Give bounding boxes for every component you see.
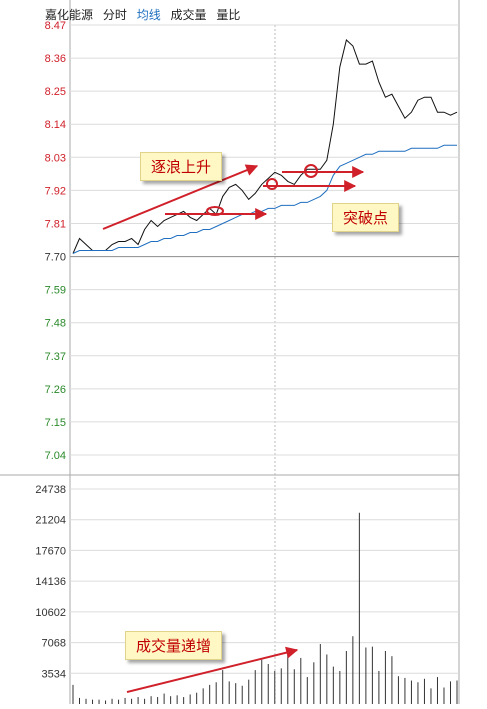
tab-time[interactable]: 分时 <box>102 8 127 22</box>
volume-tick-label: 21204 <box>35 515 66 527</box>
price-tick-label: 7.59 <box>45 285 66 297</box>
price-tick-label: 8.47 <box>45 20 66 32</box>
breakout-circle-2 <box>266 178 278 190</box>
price-lines <box>72 39 458 254</box>
volume-tick-label: 24738 <box>35 484 66 496</box>
y-axis-labels: 8.47 8.36 8.25 8.14 8.03 7.92 7.81 7.70 7.59 7.48… <box>35 20 66 680</box>
price-tick-label: 8.03 <box>45 152 66 164</box>
volume-tick-label: 7068 <box>42 638 66 650</box>
chart-header: 嘉化能源 分时 均线 成交量 量比 <box>45 6 246 23</box>
volume-up-arrow <box>126 646 299 693</box>
price-tick-label: 7.26 <box>45 384 66 396</box>
tab-volume-ratio[interactable]: 量比 <box>216 8 241 22</box>
price-tick-label: 8.36 <box>45 53 66 65</box>
callout-volume-up: 成交量递增 <box>125 631 223 660</box>
grid <box>0 0 460 704</box>
volume-tick-label: 14136 <box>35 576 66 588</box>
price-tick-label: 7.37 <box>45 351 66 363</box>
tab-average-line[interactable]: 均线 <box>136 8 161 22</box>
breakout-circle-3 <box>304 164 318 178</box>
price-tick-label: 7.92 <box>45 185 66 197</box>
callout-wave-up: 逐浪上升 <box>140 152 223 181</box>
callout-breakout: 突破点 <box>332 203 400 232</box>
price-tick-label: 7.70 <box>45 252 66 264</box>
volume-bars <box>72 512 458 704</box>
volume-tick-label: 17670 <box>35 545 66 557</box>
volume-tick-label: 10602 <box>35 607 66 619</box>
price-tick-label: 8.25 <box>45 86 66 98</box>
wave-up-arrow <box>102 164 259 230</box>
breakout-circle-1 <box>206 206 224 216</box>
stock-name: 嘉化能源 <box>45 8 94 22</box>
volume-tick-label: 3534 <box>42 668 66 680</box>
price-tick-label: 7.15 <box>45 417 66 429</box>
price-tick-label: 8.14 <box>45 119 66 131</box>
average-price-line <box>72 144 457 254</box>
price-line <box>72 39 458 254</box>
price-tick-label: 7.81 <box>45 218 66 230</box>
price-tick-label: 7.48 <box>45 318 66 330</box>
price-tick-label: 7.04 <box>45 450 66 462</box>
tab-volume[interactable]: 成交量 <box>170 8 207 22</box>
annotation-overlay <box>102 164 365 693</box>
